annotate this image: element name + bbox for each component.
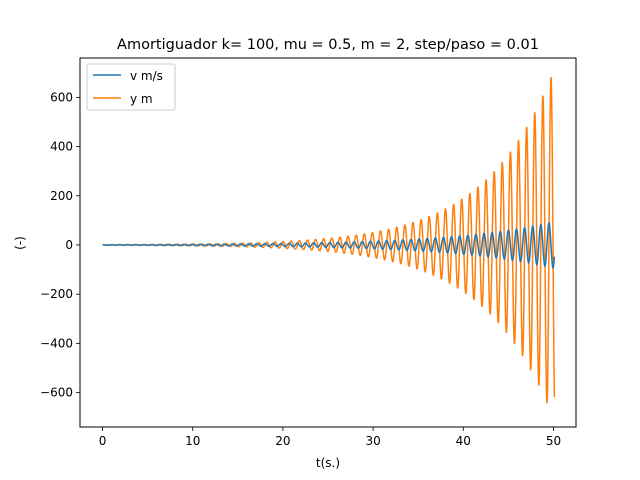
x-axis-label: t(s.) (316, 456, 340, 470)
x-axis: 0 10 20 30 40 50 (99, 427, 561, 448)
y-tick-label: −600 (40, 386, 73, 400)
y-tick-label: −400 (40, 336, 73, 350)
y-axis-label: (-) (13, 236, 27, 250)
y-tick-label: 200 (50, 189, 73, 203)
series-line-y (101, 76, 556, 404)
legend-label-y: y m (130, 92, 153, 106)
legend: v m/s y m (86, 63, 176, 111)
y-tick-label: −200 (40, 287, 73, 301)
x-tick-label: 10 (185, 434, 200, 448)
legend-label-v: v m/s (130, 69, 163, 83)
series-line-v (101, 222, 556, 269)
y-tick-label: 600 (50, 90, 73, 104)
x-tick-label: 50 (546, 434, 561, 448)
x-tick-label: 20 (275, 434, 290, 448)
x-tick-label: 0 (99, 434, 107, 448)
axes-frame (79, 57, 577, 428)
chart-title: Amortiguador k= 100, mu = 0.5, m = 2, st… (117, 37, 539, 53)
y-tick-label: 400 (50, 140, 73, 154)
y-axis: −600 −400 −200 0 200 400 600 (40, 90, 80, 400)
x-tick-label: 40 (456, 434, 471, 448)
y-tick-label: 0 (65, 238, 73, 252)
x-tick-label: 30 (365, 434, 380, 448)
plot-area (101, 76, 556, 404)
